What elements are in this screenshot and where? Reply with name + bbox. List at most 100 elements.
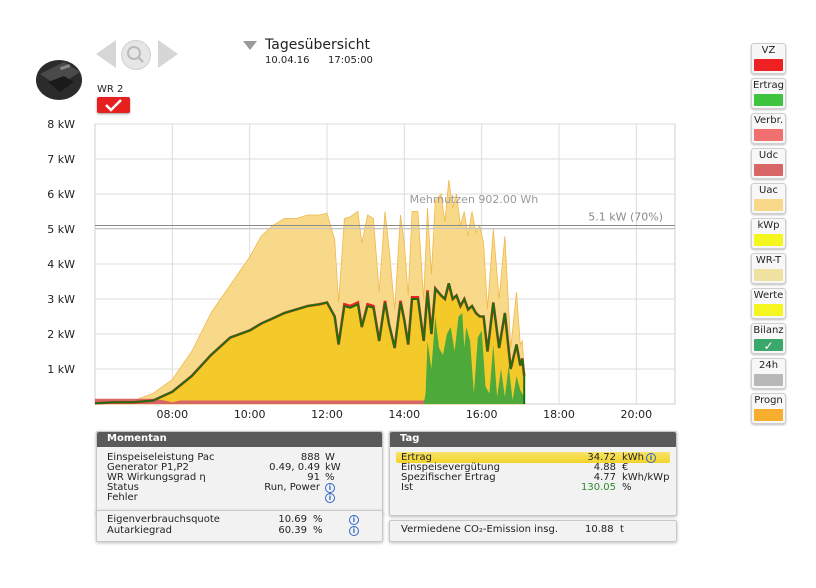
momentan-row-value: 888 bbox=[300, 452, 320, 463]
tag-row-label: Spezifischer Ertrag bbox=[401, 472, 496, 483]
legend-label: Werte bbox=[753, 290, 784, 301]
tag-row-value: 4.77 bbox=[593, 472, 616, 483]
co2-unit: t bbox=[620, 524, 624, 535]
momentan-row-value: 91 bbox=[307, 472, 320, 483]
x-tick-label: 12:00 bbox=[311, 408, 343, 421]
y-tick-label: 4 kW bbox=[47, 258, 75, 271]
y-tick-label: 5 kW bbox=[47, 223, 75, 236]
tag-row-value: 34.72 bbox=[587, 452, 616, 463]
quota-row-unit: % bbox=[313, 525, 323, 536]
legend-swatch bbox=[754, 409, 783, 421]
series-ertrag-area bbox=[95, 283, 525, 404]
legend-label: Udc bbox=[758, 150, 779, 161]
tag-row-label: Ertrag bbox=[401, 452, 432, 463]
momentan-row-unit: % bbox=[325, 472, 335, 483]
legend-label: 24h bbox=[758, 360, 779, 371]
legend-label: Bilanz bbox=[753, 325, 784, 336]
tag-header: Tag bbox=[390, 432, 676, 447]
tag-row-unit: kWh/kWp bbox=[622, 472, 670, 483]
tag-row-value: 130.05 bbox=[581, 482, 616, 493]
ertrag-highlight bbox=[396, 452, 670, 463]
y-tick-label: 7 kW bbox=[47, 153, 75, 166]
series-ertrag-line bbox=[94, 283, 526, 405]
legend-label: Progn bbox=[754, 395, 783, 406]
legend-label: Uac bbox=[759, 185, 778, 196]
info-icon[interactable]: i bbox=[325, 483, 335, 493]
momentan-row-label: Status bbox=[107, 482, 139, 493]
limit-line-group: 5.1 kW (70%) Mehrnutzen 902.00 Wh bbox=[95, 193, 675, 229]
legend-label: Ertrag bbox=[753, 80, 784, 91]
legend-toggle-24h[interactable]: 24h bbox=[751, 358, 786, 389]
legend-swatch bbox=[754, 304, 783, 316]
tag-row-label: Einspeisevergütung bbox=[401, 462, 500, 473]
legend-swatch bbox=[754, 129, 783, 141]
legend-toggle-verbr[interactable]: Verbr. bbox=[751, 113, 786, 144]
inverter-label: WR 2 bbox=[97, 84, 124, 95]
legend-toggle-bilanz[interactable]: Bilanz ✓ bbox=[751, 323, 786, 354]
legend-toggle-kwp[interactable]: kWp bbox=[751, 218, 786, 249]
page-time: 17:05:00 bbox=[328, 55, 373, 66]
legend-label: kWp bbox=[757, 220, 780, 231]
legend-toggle-uac[interactable]: Uac bbox=[751, 183, 786, 214]
momentan-header: Momentan bbox=[97, 432, 382, 447]
momentan-row-value: 0.49, 0.49 bbox=[269, 462, 320, 473]
quota-panel bbox=[96, 510, 383, 542]
legend-toggle-wr-t[interactable]: WR-T bbox=[751, 253, 786, 284]
tag-row-unit: € bbox=[622, 462, 629, 473]
momentan-panel: Momentan bbox=[96, 431, 383, 516]
x-tick-label: 10:00 bbox=[234, 408, 266, 421]
series-bilanz-area bbox=[423, 313, 525, 404]
tag-row-unit: kWh bbox=[622, 452, 645, 463]
co2-panel bbox=[389, 520, 677, 542]
x-tick-label: 14:00 bbox=[388, 408, 420, 421]
page-date: 10.04.16 bbox=[265, 55, 310, 66]
arrow-right-icon[interactable] bbox=[158, 40, 178, 68]
legend-toggle-vz[interactable]: VZ bbox=[751, 43, 786, 74]
inverter-toggle[interactable] bbox=[97, 97, 130, 113]
y-tick-label: 6 kW bbox=[47, 188, 75, 201]
chart-series bbox=[94, 179, 526, 405]
legend-toggle-werte[interactable]: Werte bbox=[751, 288, 786, 319]
y-tick-label: 3 kW bbox=[47, 293, 75, 306]
momentan-row-label: Generator P1,P2 bbox=[107, 462, 189, 473]
momentan-row-label: Einspeiseleistung Pac bbox=[107, 452, 215, 463]
tag-row-value: 4.88 bbox=[593, 462, 616, 473]
chart-ticks: 1 kW 2 kW 3 kW 4 kW 5 kW 6 kW 7 kW 8 kW 08:00 10:… bbox=[47, 118, 652, 421]
legend-swatch bbox=[754, 339, 783, 351]
info-icon[interactable]: i bbox=[325, 493, 335, 503]
legend-swatch bbox=[754, 269, 783, 281]
series-verbr-area bbox=[95, 398, 525, 404]
info-icon[interactable]: i bbox=[349, 526, 359, 536]
magnifier-icon[interactable] bbox=[121, 40, 151, 70]
x-tick-label: 20:00 bbox=[620, 408, 652, 421]
legend-label: Verbr. bbox=[753, 115, 784, 126]
legend-swatch bbox=[754, 164, 783, 176]
limit-label: 5.1 kW (70%) bbox=[588, 211, 663, 224]
co2-value: 10.88 bbox=[585, 524, 614, 535]
quota-row-value: 10.69 bbox=[278, 514, 307, 525]
x-tick-label: 18:00 bbox=[543, 408, 575, 421]
quota-row-unit: % bbox=[313, 514, 323, 525]
legend-toggle-progn[interactable]: Progn bbox=[751, 393, 786, 424]
quota-row-label: Eigenverbrauchsquote bbox=[107, 514, 220, 525]
page-title: Tagesübersicht bbox=[265, 37, 370, 53]
momentan-row-unit: kW bbox=[325, 462, 341, 473]
triangle-down-icon[interactable] bbox=[243, 41, 257, 50]
legend-swatch bbox=[754, 59, 783, 71]
info-icon[interactable]: i bbox=[646, 453, 656, 463]
momentan-row-label: WR Wirkungsgrad η bbox=[107, 472, 206, 483]
legend-label: VZ bbox=[761, 45, 776, 56]
legend-swatch bbox=[754, 199, 783, 211]
legend-swatch bbox=[754, 234, 783, 246]
x-tick-label: 16:00 bbox=[466, 408, 498, 421]
co2-label: Vermiedene CO₂-Emission insg. bbox=[401, 524, 558, 535]
legend-label: WR-T bbox=[755, 255, 782, 266]
info-icon[interactable]: i bbox=[349, 515, 359, 525]
annotation-label: Mehrnutzen 902.00 Wh bbox=[410, 193, 539, 206]
momentan-row-label: Fehler bbox=[107, 492, 138, 503]
momentan-row-unit: W bbox=[325, 452, 335, 463]
legend-toggle-ertrag[interactable]: Ertrag bbox=[751, 78, 786, 109]
arrow-left-icon[interactable] bbox=[96, 40, 116, 68]
tag-row-unit: % bbox=[622, 482, 632, 493]
legend-toggle-udc[interactable]: Udc bbox=[751, 148, 786, 179]
